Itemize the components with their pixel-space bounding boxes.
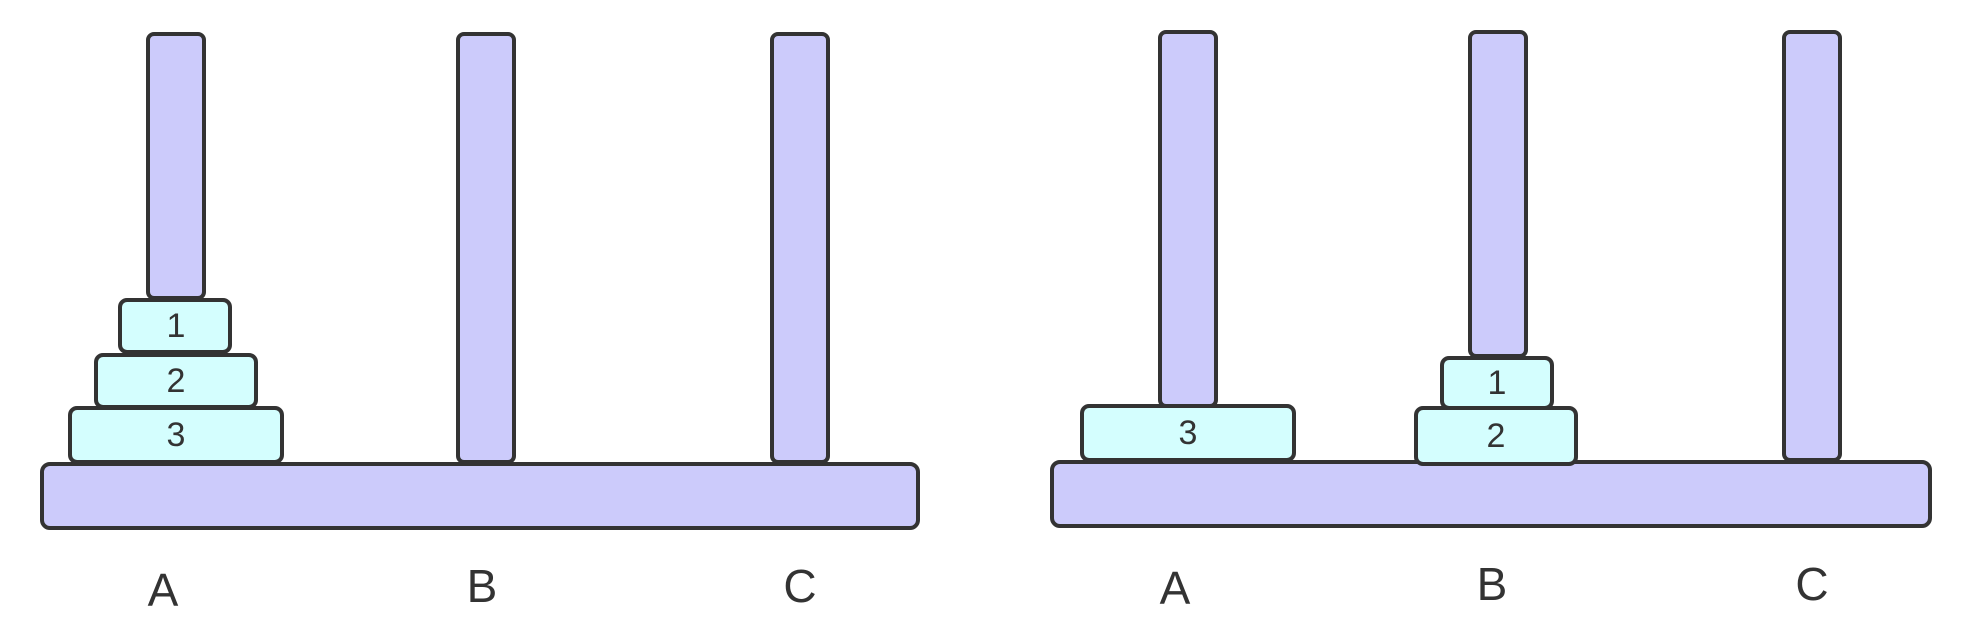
peg-b: [456, 32, 516, 464]
peg-label-c: C: [1795, 558, 1828, 610]
peg-b: [1468, 30, 1528, 358]
disk-label: 2: [167, 362, 186, 400]
peg-label-c: C: [783, 560, 816, 612]
peg-c: [770, 32, 830, 464]
disk-3: 3: [68, 406, 284, 464]
disk-1: 1: [118, 298, 232, 354]
peg-a: [146, 32, 206, 300]
peg-label-b: B: [1477, 558, 1508, 610]
disk-label: 3: [1179, 414, 1198, 452]
peg-label-a: A: [1160, 562, 1191, 614]
panel-initial-state: 3 2 1 A B C: [40, 32, 920, 616]
panel-after-moves-state: 3 2 1 A B C: [1050, 30, 1932, 614]
disk-3: 3: [1080, 404, 1296, 462]
peg-label-a: A: [148, 564, 179, 616]
disk-label: 2: [1487, 417, 1506, 455]
base-platform: [1050, 460, 1932, 528]
peg-a: [1158, 30, 1218, 408]
disk-label: 3: [167, 416, 186, 454]
disk-1: 1: [1440, 356, 1554, 410]
disk-2: 2: [1414, 406, 1578, 466]
disk-label: 1: [167, 307, 186, 345]
peg-label-b: B: [467, 560, 498, 612]
disk-2: 2: [94, 353, 258, 409]
base-platform: [40, 462, 920, 530]
disk-label: 1: [1488, 364, 1507, 402]
peg-c: [1782, 30, 1842, 462]
